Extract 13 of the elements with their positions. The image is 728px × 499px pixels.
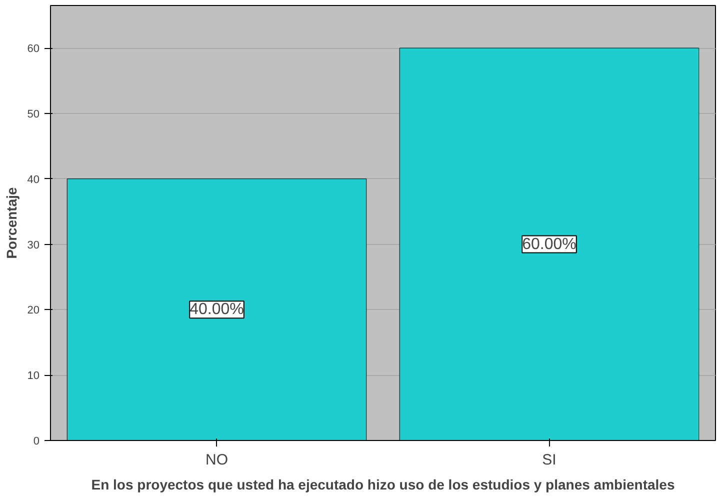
data-label: 40.00% — [190, 301, 244, 318]
y-tick-label: 30 — [27, 239, 40, 252]
y-tick-label: 60 — [27, 43, 40, 56]
x-tick-label: SI — [542, 452, 556, 468]
data-label: 60.00% — [522, 236, 576, 253]
y-axis-title: Porcentaje — [3, 186, 20, 259]
y-tick-label: 20 — [27, 304, 40, 317]
y-tick-label: 0 — [33, 436, 40, 448]
x-axis-title: En los proyectos que usted ha ejecutado hizo uso de los estudios y planes ambientales — [91, 476, 675, 492]
y-tick-label: 50 — [27, 108, 40, 120]
y-tick-label: 40 — [27, 174, 40, 186]
y-tick-label: 10 — [27, 370, 40, 382]
x-tick-label: NO — [206, 452, 228, 468]
